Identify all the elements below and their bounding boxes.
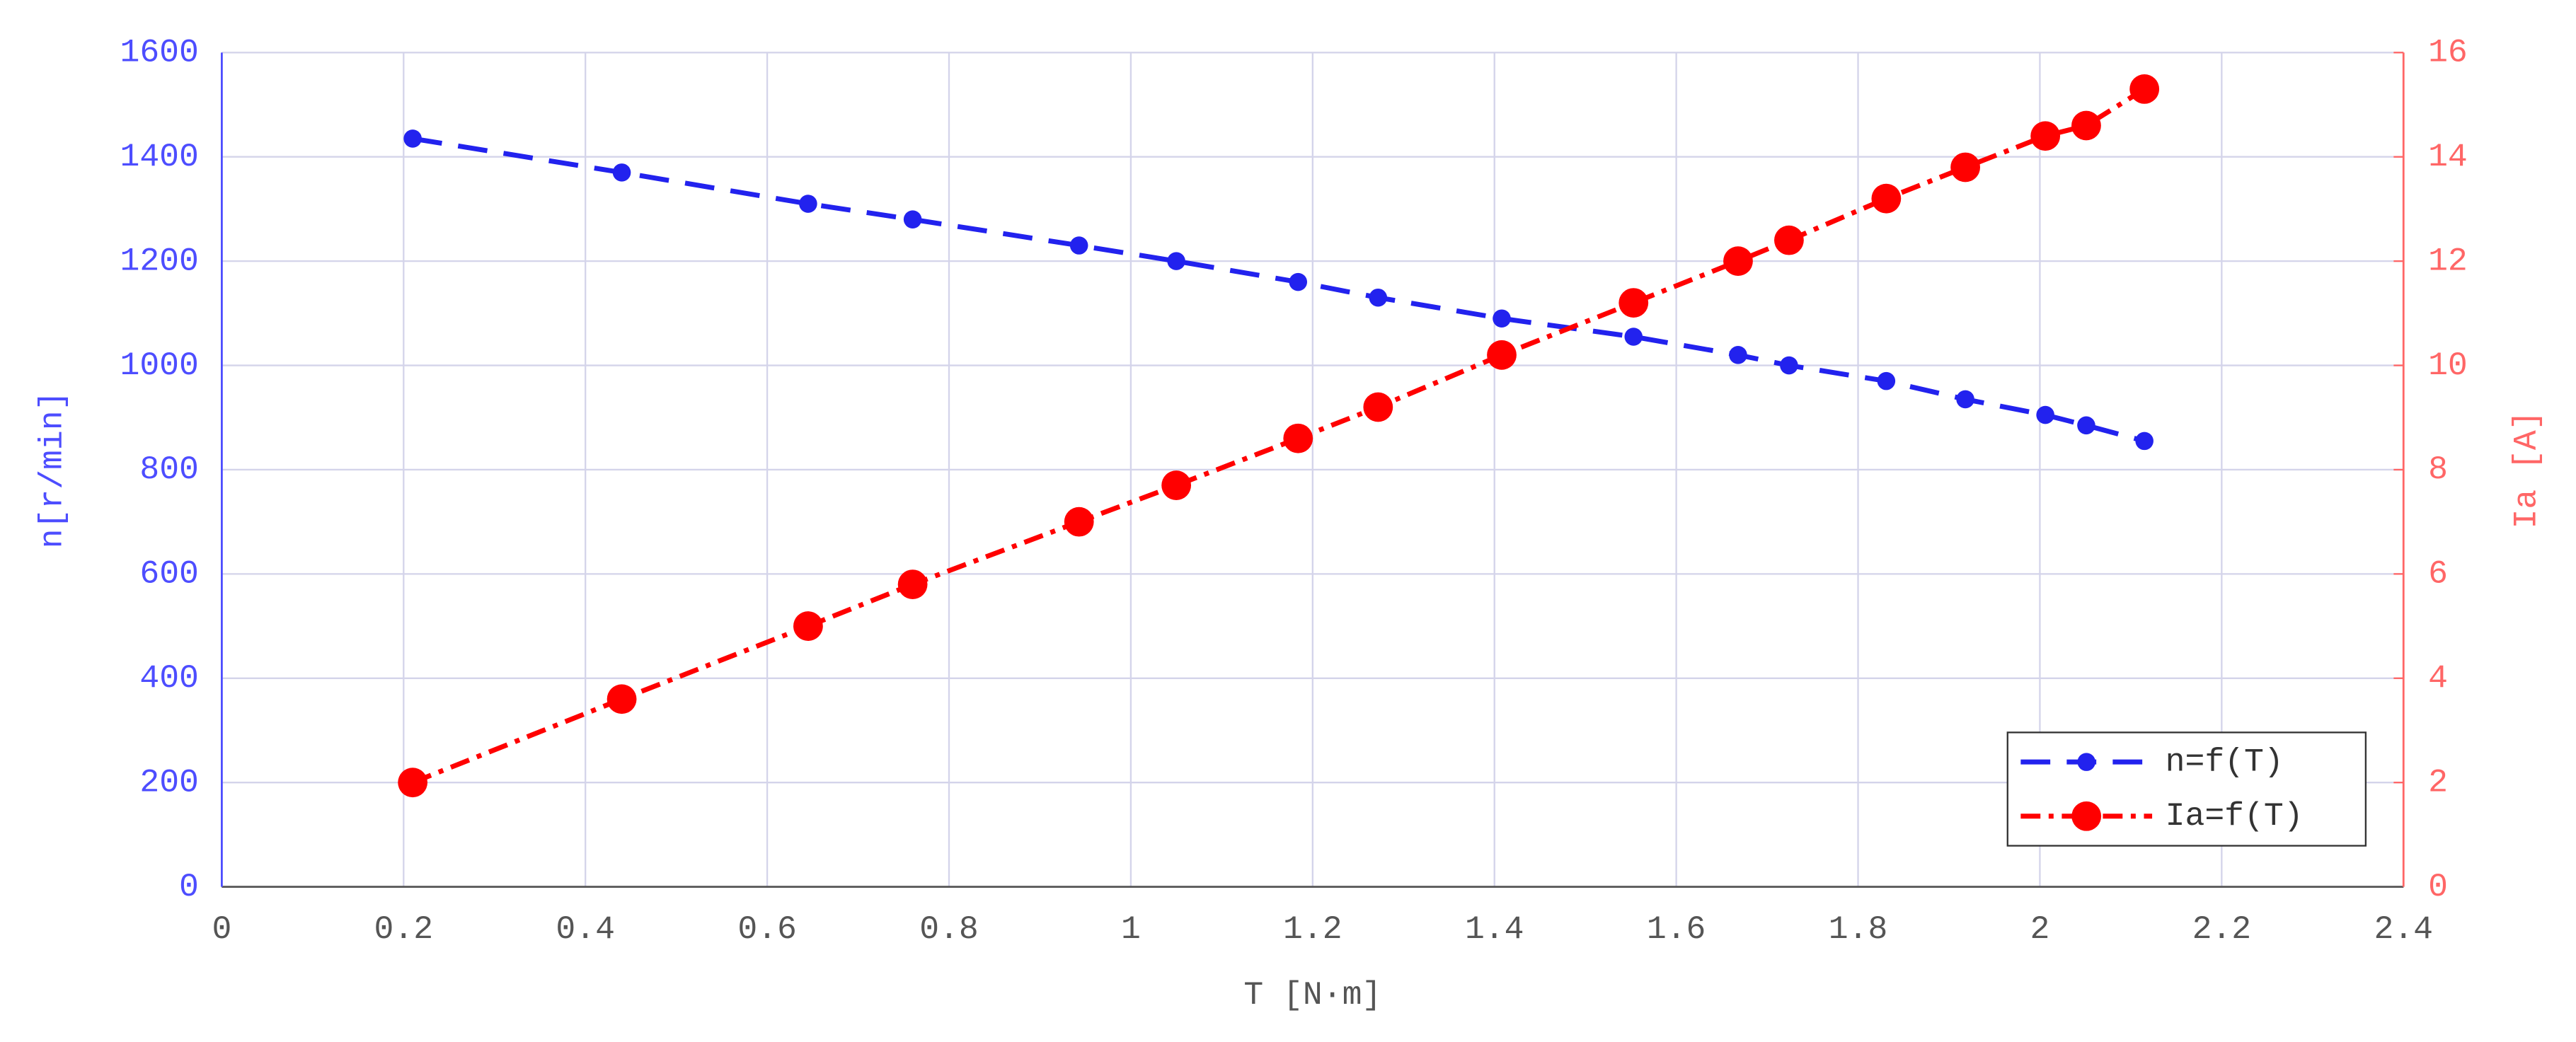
y2-axis-label: Ia [A] [2508, 410, 2546, 528]
y-tick-label: 400 [139, 659, 199, 697]
data-point [1283, 423, 1313, 453]
x-tick-label: 1 [1121, 910, 1141, 948]
data-point [1774, 225, 1804, 255]
data-point [2036, 405, 2054, 424]
x-tick-label: 2.4 [2374, 910, 2433, 948]
data-point [1871, 183, 1902, 214]
data-point [1161, 470, 1192, 500]
y-tick-label: 1000 [120, 347, 198, 384]
y-tick-label: 600 [139, 555, 199, 593]
data-point [403, 129, 422, 148]
data-point [1167, 252, 1185, 270]
data-point [1624, 328, 1643, 346]
data-point [1363, 392, 1393, 422]
data-point [1950, 152, 1981, 183]
data-point [1369, 288, 1388, 307]
y2-tick-label: 16 [2428, 34, 2468, 71]
data-point [1618, 288, 1649, 318]
data-point [1493, 309, 1511, 328]
x-tick-label: 1.6 [1647, 910, 1706, 948]
legend: n=f(T) Ia=f(T) [2006, 731, 2367, 847]
x-tick-label: 0.2 [374, 910, 434, 948]
data-point [2071, 110, 2101, 141]
y2-tick-label: 12 [2428, 242, 2468, 279]
data-point [793, 611, 823, 641]
y2-tick-label: 10 [2428, 347, 2468, 384]
data-point [897, 569, 928, 599]
legend-box [2006, 731, 2367, 847]
y2-tick-label: 4 [2428, 659, 2448, 697]
data-point [903, 210, 922, 228]
data-point [2077, 416, 2095, 435]
data-point [606, 684, 637, 714]
x-tick-label: 0.8 [919, 910, 979, 948]
data-point [2129, 74, 2160, 104]
x-tick-label: 1.4 [1465, 910, 1524, 948]
y-tick-label: 1400 [120, 138, 198, 175]
series-line [411, 86, 2146, 785]
data-point [1780, 356, 1798, 375]
data-point [1069, 236, 1088, 255]
legend-label: Ia=f(T) [2166, 797, 2304, 835]
x-axis-label: T [N·m] [1243, 976, 1381, 1014]
data-point [1956, 390, 1974, 409]
x-tick-label: 0.6 [737, 910, 797, 948]
data-point [1487, 340, 1517, 370]
y2-tick-label: 6 [2428, 555, 2448, 593]
y-tick-label: 1200 [120, 242, 198, 279]
y-tick-label: 0 [179, 868, 199, 905]
series-line [412, 136, 2146, 444]
y-tick-label: 1600 [120, 34, 198, 71]
data-point [2135, 432, 2154, 451]
legend-marker [2071, 801, 2102, 831]
x-tick-label: 0 [212, 910, 231, 948]
data-point [799, 195, 817, 213]
data-point [612, 163, 631, 182]
x-tick-label: 1.2 [1283, 910, 1342, 948]
y2-tick-label: 14 [2428, 138, 2468, 175]
data-point [1723, 246, 1753, 277]
data-point [1064, 506, 1094, 537]
y2-tick-label: 8 [2428, 451, 2448, 488]
x-tick-label: 2 [2030, 910, 2050, 948]
y2-tick-label: 0 [2428, 868, 2448, 905]
data-point [1729, 346, 1747, 364]
x-tick-label: 1.8 [1829, 910, 1888, 948]
y-tick-label: 800 [139, 451, 199, 488]
y-axis-label: n[r/min] [34, 391, 71, 549]
data-point [1289, 272, 1308, 291]
x-tick-label: 0.4 [556, 910, 615, 948]
data-point [398, 768, 428, 798]
y2-tick-label: 2 [2428, 763, 2448, 801]
legend-label: n=f(T) [2166, 743, 2284, 780]
y-tick-label: 200 [139, 763, 199, 801]
x-tick-label: 2.2 [2192, 910, 2252, 948]
legend-marker [2077, 753, 2095, 771]
data-point [1877, 371, 1896, 390]
data-point [2030, 121, 2061, 151]
